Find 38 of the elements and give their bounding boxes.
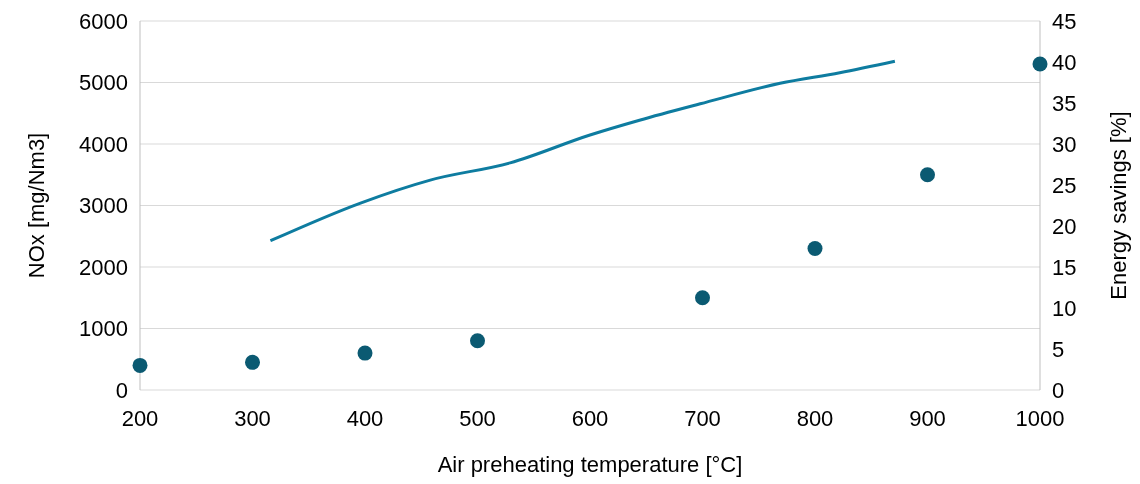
x-tick-label: 300 — [234, 406, 271, 431]
point — [1032, 56, 1048, 72]
point — [807, 241, 823, 257]
point — [357, 345, 373, 361]
point — [695, 290, 710, 306]
x-tick-label: 800 — [796, 406, 834, 431]
y-tick-label: 3000 — [79, 193, 128, 219]
y-axis-title: NOx [mg/Nm3] — [24, 132, 49, 279]
point — [245, 354, 260, 370]
x-tick-label: 900 — [909, 406, 946, 431]
x-tick-label: 600 — [571, 406, 609, 431]
y2-tick-label: 25 — [1052, 172, 1077, 198]
x-axis-title: Air preheating temperature [°C] — [437, 452, 743, 477]
line-series — [269, 59, 897, 243]
x-tick-label: 1000 — [1015, 406, 1065, 431]
x-tick-label: 200 — [121, 406, 159, 431]
y2-tick-label: 20 — [1052, 213, 1077, 239]
x-tick-label: 700 — [684, 406, 721, 431]
y2-tick-label: 15 — [1052, 254, 1077, 280]
y2-tick-label: 0 — [1052, 377, 1065, 403]
y2-tick-label: 35 — [1052, 90, 1077, 116]
y2-tick-label: 30 — [1052, 131, 1077, 157]
y-tick-label: 1000 — [79, 316, 128, 342]
y2-tick-label: 5 — [1052, 336, 1065, 362]
y-tick-label: 5000 — [79, 70, 128, 96]
y-tick-label: 4000 — [79, 131, 128, 157]
y2-tick-label: 45 — [1052, 8, 1077, 34]
y-tick-label: 2000 — [79, 254, 128, 280]
x-tick-label: 500 — [459, 406, 496, 431]
point — [470, 333, 485, 349]
y2-tick-label: 40 — [1052, 49, 1077, 75]
y-tick-label: 0 — [115, 377, 128, 403]
point — [132, 357, 148, 373]
x-tick-label: 400 — [346, 406, 384, 431]
y-tick-label: 6000 — [79, 8, 128, 34]
y2-tick-label: 10 — [1052, 295, 1077, 321]
point — [920, 167, 935, 183]
y2-axis-title: Energy savings [%] — [1106, 111, 1131, 300]
